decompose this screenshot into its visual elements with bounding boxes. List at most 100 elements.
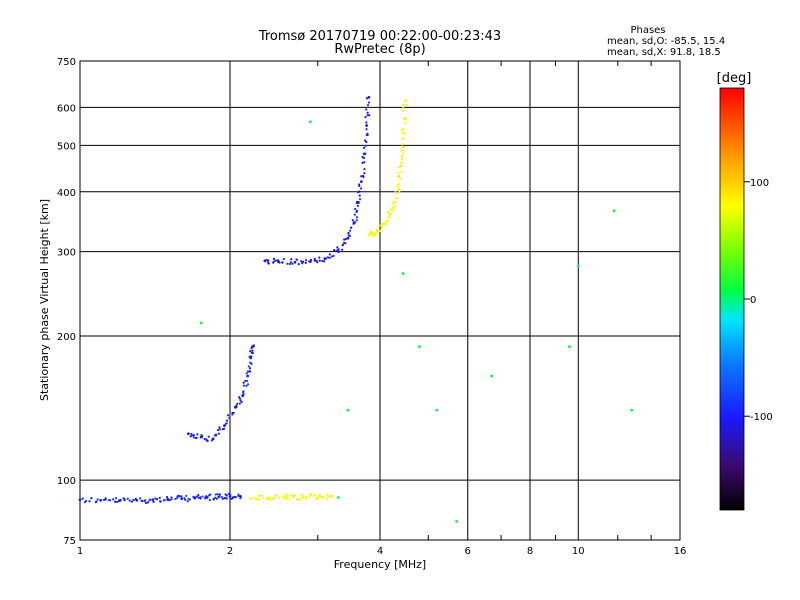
echo-point (288, 262, 292, 266)
y-tick-label: 300 (57, 248, 76, 259)
echo-point (281, 261, 284, 264)
echo-point (378, 229, 381, 233)
echo-point (81, 497, 84, 500)
echo-point (132, 498, 135, 502)
echo-point (344, 242, 347, 245)
echo-point (235, 404, 238, 408)
echo-point (236, 402, 239, 405)
colorbar-ticks: 100 0 -100 (744, 178, 773, 423)
echo-point (211, 437, 215, 441)
echo-point (224, 422, 228, 425)
echo-point (399, 164, 403, 168)
echo-point (347, 234, 350, 237)
echo-point (397, 183, 401, 186)
echo-point (267, 259, 270, 262)
echo-point (630, 408, 634, 412)
echo-point (418, 345, 421, 349)
echo-point (278, 496, 281, 499)
echo-point (275, 494, 278, 497)
echo-point (350, 226, 353, 229)
echo-point (192, 434, 196, 437)
echo-point (400, 161, 404, 165)
echo-point (265, 497, 269, 500)
echo-point (166, 499, 170, 502)
echo-point (355, 200, 358, 204)
echo-point (214, 493, 217, 496)
echo-point (116, 500, 119, 503)
echo-point (292, 496, 295, 499)
echo-point (151, 498, 155, 502)
echo-point (358, 190, 361, 193)
echo-point (291, 262, 294, 265)
echo-point (144, 499, 147, 502)
echo-point (310, 493, 313, 496)
echo-point (612, 209, 616, 213)
echo-point (225, 497, 228, 500)
echo-point (262, 497, 265, 500)
y-tick-label: 75 (63, 536, 76, 547)
echo-point (370, 231, 373, 234)
echo-point (217, 432, 220, 435)
echo-point (364, 115, 367, 119)
echo-point (316, 260, 319, 264)
echo-point (260, 494, 263, 497)
echo-point (242, 381, 245, 384)
echo-point (296, 498, 299, 501)
echo-point (387, 211, 390, 214)
echo-point (144, 501, 148, 505)
echo-point (365, 97, 368, 100)
echo-point (195, 495, 198, 498)
echo-point (381, 222, 385, 225)
echo-point (203, 437, 206, 441)
echo-point (201, 435, 204, 438)
echo-point (328, 256, 331, 259)
echo-point (212, 498, 215, 501)
echo-point (316, 496, 320, 499)
echo-point (226, 414, 230, 417)
echo-point (402, 149, 406, 152)
echo-point (404, 121, 407, 124)
echo-point (174, 497, 177, 501)
echo-point (292, 494, 295, 498)
echo-point (195, 436, 198, 440)
echo-point (282, 257, 285, 261)
echo-point (205, 496, 209, 499)
echo-point (394, 200, 397, 203)
echo-point (192, 436, 195, 439)
echo-point (326, 493, 329, 496)
echo-point (336, 246, 339, 249)
echo-point (355, 219, 358, 222)
echo-point (363, 168, 366, 171)
echo-point (185, 494, 188, 498)
echo-point (363, 172, 366, 175)
y-tick-label: 400 (57, 188, 76, 199)
echo-point (242, 391, 245, 394)
echo-point (401, 137, 404, 141)
echo-point (186, 500, 189, 503)
chart-title: Tromsø 20170719 00:22:00-00:23:43 (258, 29, 501, 44)
echo-point (159, 500, 162, 503)
echo-point (365, 124, 369, 127)
echo-point (178, 495, 181, 498)
echo-point (392, 209, 395, 212)
echo-point (225, 419, 229, 422)
echo-point (304, 259, 308, 262)
echo-point (239, 494, 242, 498)
echo-point (388, 215, 391, 218)
stats-o-mode: mean, sd,O: -85.5, 15.4 (607, 36, 725, 47)
echo-point (158, 496, 161, 499)
echo-point (402, 128, 405, 131)
echo-point (289, 261, 292, 264)
echo-point (180, 497, 184, 501)
echo-point (344, 237, 347, 241)
echo-point (238, 402, 241, 405)
echo-point (402, 107, 405, 110)
echo-point (302, 260, 305, 263)
echo-point (359, 180, 363, 184)
echo-point (363, 139, 367, 142)
echo-point (99, 498, 103, 502)
echo-point (107, 498, 111, 502)
echo-point (168, 499, 171, 502)
echo-point (239, 399, 242, 402)
echo-point (341, 248, 344, 251)
